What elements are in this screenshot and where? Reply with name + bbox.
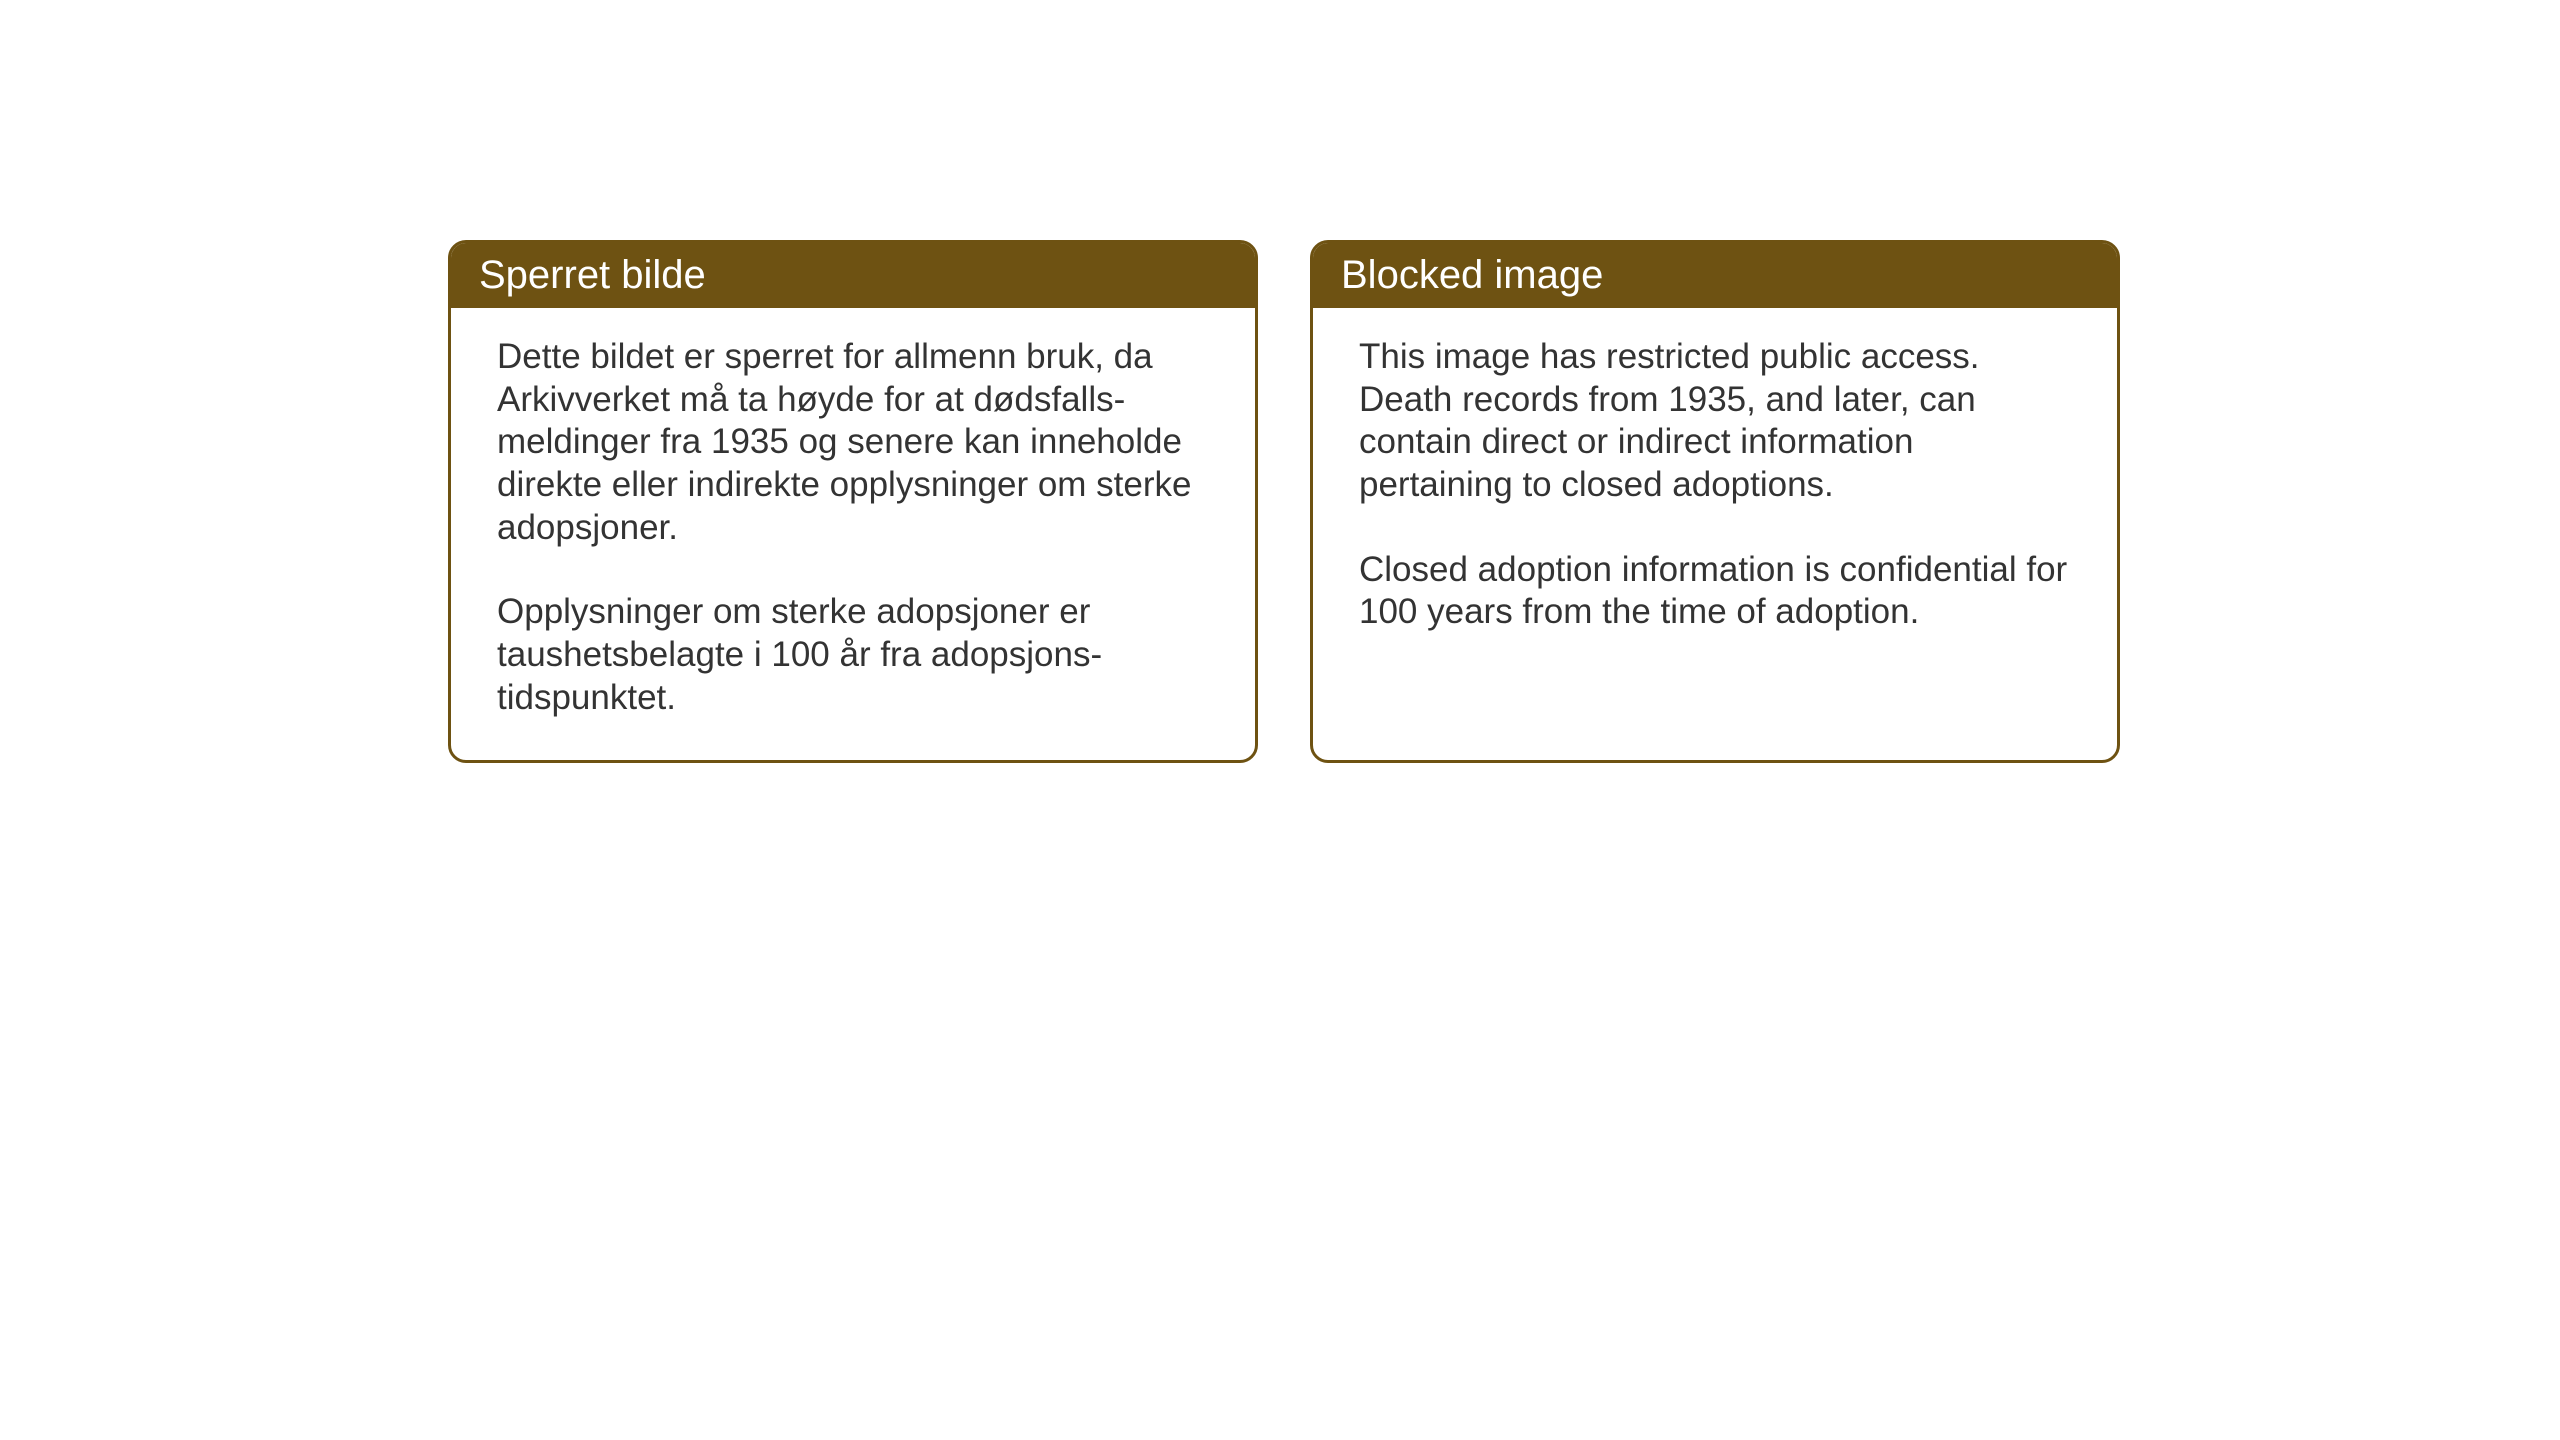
- notice-card-norwegian: Sperret bilde Dette bildet er sperret fo…: [448, 240, 1258, 763]
- notice-paragraph-1-english: This image has restricted public access.…: [1359, 336, 2071, 507]
- notice-paragraph-2-english: Closed adoption information is confident…: [1359, 549, 2071, 634]
- notice-container: Sperret bilde Dette bildet er sperret fo…: [448, 240, 2120, 763]
- notice-header-norwegian: Sperret bilde: [451, 243, 1255, 308]
- notice-title-norwegian: Sperret bilde: [479, 253, 706, 297]
- notice-title-english: Blocked image: [1341, 253, 1603, 297]
- notice-card-english: Blocked image This image has restricted …: [1310, 240, 2120, 763]
- notice-header-english: Blocked image: [1313, 243, 2117, 308]
- notice-body-norwegian: Dette bildet er sperret for allmenn bruk…: [451, 308, 1255, 760]
- notice-paragraph-2-norwegian: Opplysninger om sterke adopsjoner er tau…: [497, 591, 1209, 719]
- notice-body-english: This image has restricted public access.…: [1313, 308, 2117, 748]
- notice-paragraph-1-norwegian: Dette bildet er sperret for allmenn bruk…: [497, 336, 1209, 549]
